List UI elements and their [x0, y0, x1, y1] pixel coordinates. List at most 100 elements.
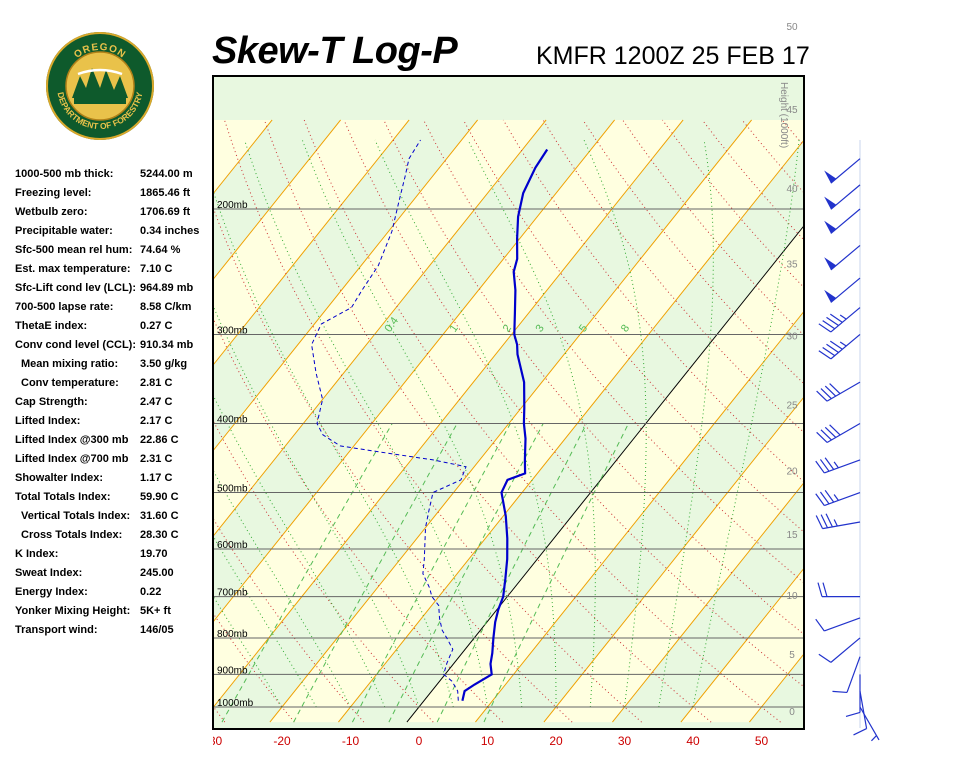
barb-feather — [819, 491, 830, 505]
index-value: 146/05 — [140, 624, 174, 636]
barb-feather — [815, 460, 825, 474]
temperature-tick-label: -10 — [342, 734, 360, 748]
barb-staff — [859, 691, 868, 729]
barb-feather — [826, 343, 839, 353]
index-label: Freezing level: — [15, 187, 92, 199]
index-value: 0.27 C — [140, 320, 173, 332]
index-row: 1000-500 mb thick: 5244.00 m — [15, 168, 215, 187]
index-row: Vertical Totals Index: 31.60 C — [15, 510, 215, 529]
index-value: 1.17 C — [140, 472, 173, 484]
moist-adiabat — [213, 394, 386, 708]
wind-barb — [817, 582, 860, 598]
index-value: 2.31 C — [140, 453, 173, 465]
barb-staff — [824, 617, 861, 632]
barb-staff — [830, 277, 861, 303]
index-value: 5K+ ft — [140, 605, 171, 617]
barb-half-feather — [871, 735, 877, 742]
barb-feather — [824, 457, 835, 470]
barb-half-feather — [833, 461, 839, 469]
index-label: Lifted Index: — [15, 415, 81, 427]
index-label: ThetaE index: — [15, 320, 88, 332]
barb-feather — [822, 320, 836, 330]
wind-barb — [824, 184, 861, 210]
wind-barb — [845, 674, 861, 717]
barb-staff — [830, 158, 861, 184]
wind-barb — [818, 334, 861, 360]
temperature-tick-label: 50 — [755, 734, 769, 748]
wind-barb — [816, 422, 861, 443]
height-scale-label: Height (1000ft) — [778, 82, 789, 148]
index-row: Est. max temperature: 7.10 C — [15, 263, 215, 282]
barb-feather — [832, 690, 848, 694]
barb-flag — [824, 257, 837, 270]
index-row: Cross Totals Index: 28.30 C — [15, 529, 215, 548]
barb-half-feather — [833, 494, 839, 501]
isotherm-band — [0, 120, 135, 722]
pressure-label: 300mb — [217, 325, 248, 336]
isotherm-line — [0, 120, 135, 722]
isotherm-line — [543, 396, 804, 723]
index-row: Conv temperature: 2.81 C — [15, 377, 215, 396]
mixing-ratio-label: 2 — [501, 323, 514, 335]
dewpoint-trace — [311, 139, 467, 701]
index-value: 0.34 inches — [140, 225, 200, 237]
barb-half-feather — [839, 341, 847, 347]
index-value: 2.81 C — [140, 377, 173, 389]
isotherm-line — [612, 481, 804, 723]
index-label: Transport wind: — [15, 624, 98, 636]
index-label: Yonker Mixing Height: — [15, 605, 131, 617]
mixing-ratio-line — [351, 423, 511, 723]
barb-feather — [829, 424, 841, 436]
diagram-background: 0.4 1 2 3 5 8 — [0, 76, 960, 729]
index-label: Total Totals Index: — [15, 491, 111, 503]
barb-staff — [822, 521, 861, 530]
barb-feather — [829, 313, 843, 323]
wind-barb — [824, 244, 861, 271]
pressure-label: 1000mb — [217, 698, 254, 709]
barb-feather — [819, 459, 830, 472]
height-tick-label: 10 — [786, 591, 798, 602]
barb-feather — [824, 426, 837, 438]
barb-feather — [822, 582, 828, 597]
index-value: 245.00 — [140, 567, 174, 579]
zero-isotherm — [406, 224, 804, 723]
isotherm-line — [475, 310, 804, 723]
index-label: 700-500 lapse rate: — [15, 301, 114, 313]
barb-feather — [820, 388, 832, 400]
index-label: Cross Totals Index: — [21, 529, 123, 541]
index-row: K Index: 19.70 — [15, 548, 215, 567]
pressure-label: 700mb — [217, 588, 248, 599]
barb-staff — [830, 208, 861, 234]
moist-adiabat — [213, 189, 454, 708]
pressure-label: 800mb — [217, 629, 248, 640]
dry-adiabat — [862, 120, 960, 722]
height-tick-label: 5 — [789, 650, 795, 661]
dry-adiabat — [901, 120, 960, 722]
index-row: Sfc-Lift cond lev (LCL): 964.89 mb — [15, 282, 215, 301]
isotherm-band — [818, 120, 960, 722]
index-label: Energy Index: — [15, 586, 88, 598]
index-label: Showalter Index: — [15, 472, 104, 484]
isotherm-line — [213, 119, 479, 452]
barb-flag — [824, 220, 837, 234]
mixing-ratio-line — [293, 423, 458, 723]
index-row: Total Totals Index: 59.90 C — [15, 491, 215, 510]
wind-barb — [832, 656, 861, 694]
wind-barb — [818, 307, 861, 333]
temperature-tick-label: 40 — [686, 734, 700, 748]
wind-barb — [816, 381, 861, 402]
mixing-ratio-line — [221, 423, 393, 723]
pressure-label: 500mb — [217, 484, 248, 495]
barb-flag — [824, 196, 837, 210]
pressure-label: 900mb — [217, 665, 248, 676]
height-tick-label: 20 — [786, 466, 798, 477]
barb-feather — [815, 493, 825, 506]
wind-barbs — [815, 139, 880, 742]
wind-barb — [824, 277, 861, 303]
barb-feather — [818, 323, 832, 333]
oregon-forestry-logo: OREGON DEPARTMENT OF FORESTRY — [46, 32, 154, 140]
temperature-tick-label: 20 — [549, 734, 563, 748]
index-label: Mean mixing ratio: — [21, 358, 119, 370]
barb-staff — [859, 706, 880, 741]
